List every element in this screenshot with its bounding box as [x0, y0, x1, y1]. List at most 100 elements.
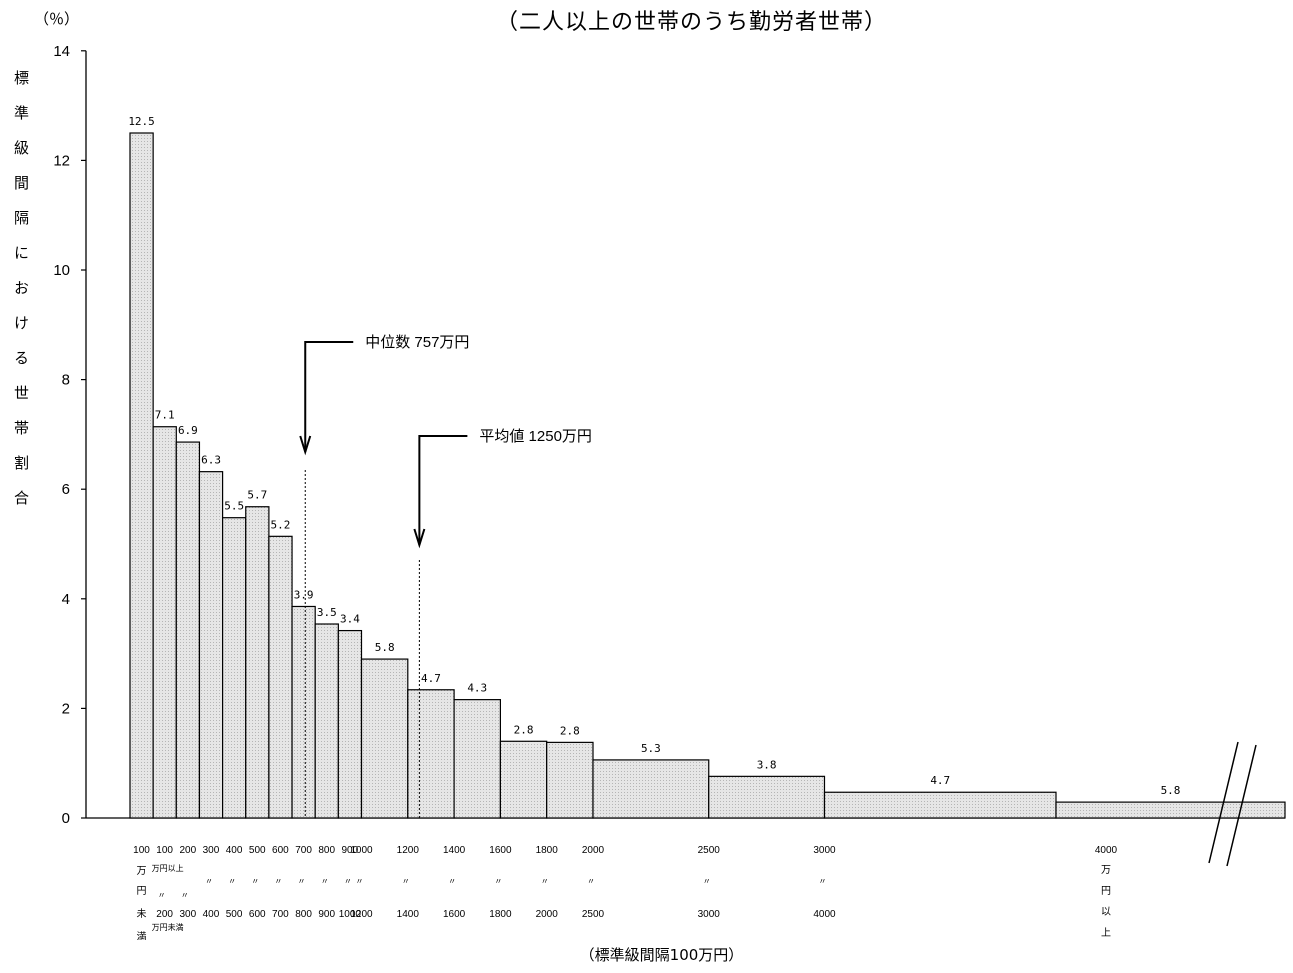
category-label-top: 1000 — [350, 845, 373, 856]
chart-title: （二人以上の世帯のうち勤労者世帯） — [495, 10, 887, 35]
category-label-top: 100 — [156, 845, 173, 856]
category-label-top: 800 — [318, 845, 335, 856]
histogram-bar — [175, 441, 201, 819]
category-label-ditto: 〃 — [703, 877, 711, 886]
category-label-bottom: 700 — [272, 909, 289, 920]
bar-value-label: 2.8 — [514, 723, 534, 736]
y-tick-label: 4 — [62, 591, 70, 608]
bar-value-label: 3.5 — [317, 606, 337, 619]
annotation-arrowhead — [413, 528, 426, 549]
histogram-bar — [222, 517, 247, 819]
category-label-top: 400 — [226, 845, 243, 856]
y-tick-label: 12 — [53, 152, 70, 169]
category-label-part: 満 — [137, 931, 147, 940]
bar-value-label: 4.3 — [467, 682, 487, 695]
y-tick-label: 6 — [62, 481, 70, 498]
category-label-ditto: 〃 — [251, 877, 259, 886]
category-label-bottom: 400 — [203, 909, 220, 920]
category-label-top: 1200 — [397, 845, 420, 856]
category-label-ditto: 〃 — [587, 877, 595, 886]
category-label-ditto: 〃 — [321, 877, 329, 886]
category-label-bottom: 600 — [249, 909, 266, 920]
histogram-bar — [499, 740, 548, 819]
category-label-top: 900 — [342, 845, 359, 856]
category-label-bottom: 1200 — [350, 909, 373, 920]
category-label-ditto: 〃 — [494, 877, 502, 886]
y-tick-label: 8 — [62, 372, 70, 389]
category-label-top: 600 — [272, 845, 289, 856]
category-label-part: 万 — [1101, 865, 1111, 876]
annotation-arrow — [304, 341, 354, 452]
bar-value-label: 5.5 — [224, 500, 244, 513]
category-label-bottom: 3000 — [698, 909, 721, 920]
category-label-top: 4000 — [1095, 845, 1118, 856]
y-tick-label: 0 — [62, 810, 70, 827]
category-label-bottom: 1400 — [397, 909, 420, 920]
histogram-bar — [198, 471, 224, 819]
category-label-bottom: 1000 — [339, 909, 362, 920]
histogram-bar — [453, 699, 502, 819]
category-label-ditto: 〃 — [205, 877, 213, 886]
histogram-bar — [708, 775, 826, 819]
annotation-label: 平均値 1250万円 — [479, 428, 592, 445]
category-label-top: 200 — [179, 845, 196, 856]
bar-value-label: 6.3 — [201, 454, 221, 467]
category-label-top: 1400 — [443, 845, 466, 856]
category-label-bottom: 900 — [318, 909, 335, 920]
category-label-bottom: 2000 — [536, 909, 559, 920]
bar-value-label: 2.8 — [560, 724, 580, 737]
category-label-bottom: 4000 — [813, 909, 836, 920]
bar-value-label: 5.2 — [271, 518, 291, 531]
category-label-part: 未 — [137, 908, 147, 920]
histogram-bar — [245, 506, 270, 819]
category-label-bottom: 200 — [156, 909, 173, 920]
x-axis-label: （標準級間隔100万円） — [579, 946, 744, 964]
bar-value-label: 7.1 — [155, 409, 175, 422]
category-label-top: 100 — [133, 845, 150, 856]
histogram-bar — [314, 623, 339, 819]
category-label-ditto: 〃 — [298, 877, 306, 886]
category-label-bottom: 2500 — [582, 909, 605, 920]
category-label-part: 円 — [137, 886, 147, 897]
histogram-bar — [360, 658, 409, 819]
category-label-ditto: 〃 — [356, 877, 364, 886]
annotation-arrowhead — [299, 435, 312, 456]
category-label-top: 300 — [203, 845, 220, 856]
histogram-bar — [592, 759, 710, 819]
bar-value-label: 5.8 — [375, 641, 395, 654]
axis-break-mark — [1226, 744, 1257, 867]
category-label-ditto: 〃 — [181, 891, 189, 900]
bar-value-label: 5.8 — [1161, 784, 1181, 797]
histogram-bar — [337, 629, 363, 819]
histogram-bar — [823, 791, 1057, 819]
category-label-part: 以 — [1101, 907, 1111, 918]
bar-value-label: 5.3 — [641, 742, 661, 755]
category-label-ditto: 〃 — [274, 877, 282, 886]
bar-value-label: 4.7 — [421, 672, 441, 685]
bar-value-label: 5.7 — [247, 489, 267, 502]
histogram-bar — [268, 535, 293, 819]
bar-value-label: 4.7 — [930, 774, 950, 787]
histogram-bar — [129, 132, 154, 819]
bar-value-label: 6.9 — [178, 424, 198, 437]
y-tick-label: 10 — [53, 262, 70, 279]
category-label-bottom: 300 — [179, 909, 196, 920]
category-label-ditto: 〃 — [228, 877, 236, 886]
y-tick-label: 2 — [62, 700, 70, 717]
category-label-part: 万円以上 — [152, 864, 184, 873]
category-label-top: 1600 — [489, 845, 512, 856]
histogram-bar — [407, 689, 455, 819]
category-label-ditto: 〃 — [344, 877, 352, 886]
category-label-top: 1800 — [536, 845, 559, 856]
annotation-label: 中位数 757万円 — [365, 334, 469, 351]
category-label-part: 万円未満 — [152, 922, 184, 932]
category-label-top: 700 — [295, 845, 312, 856]
histogram-bar — [291, 605, 316, 819]
category-label-part: 上 — [1101, 927, 1111, 939]
bar-value-label: 12.5 — [128, 115, 155, 128]
category-label-top: 500 — [249, 845, 266, 856]
category-label-ditto: 〃 — [448, 877, 456, 886]
category-label-bottom: 1600 — [443, 909, 466, 920]
bar-value-label: 3.4 — [340, 613, 360, 626]
histogram-bar — [1055, 801, 1286, 819]
